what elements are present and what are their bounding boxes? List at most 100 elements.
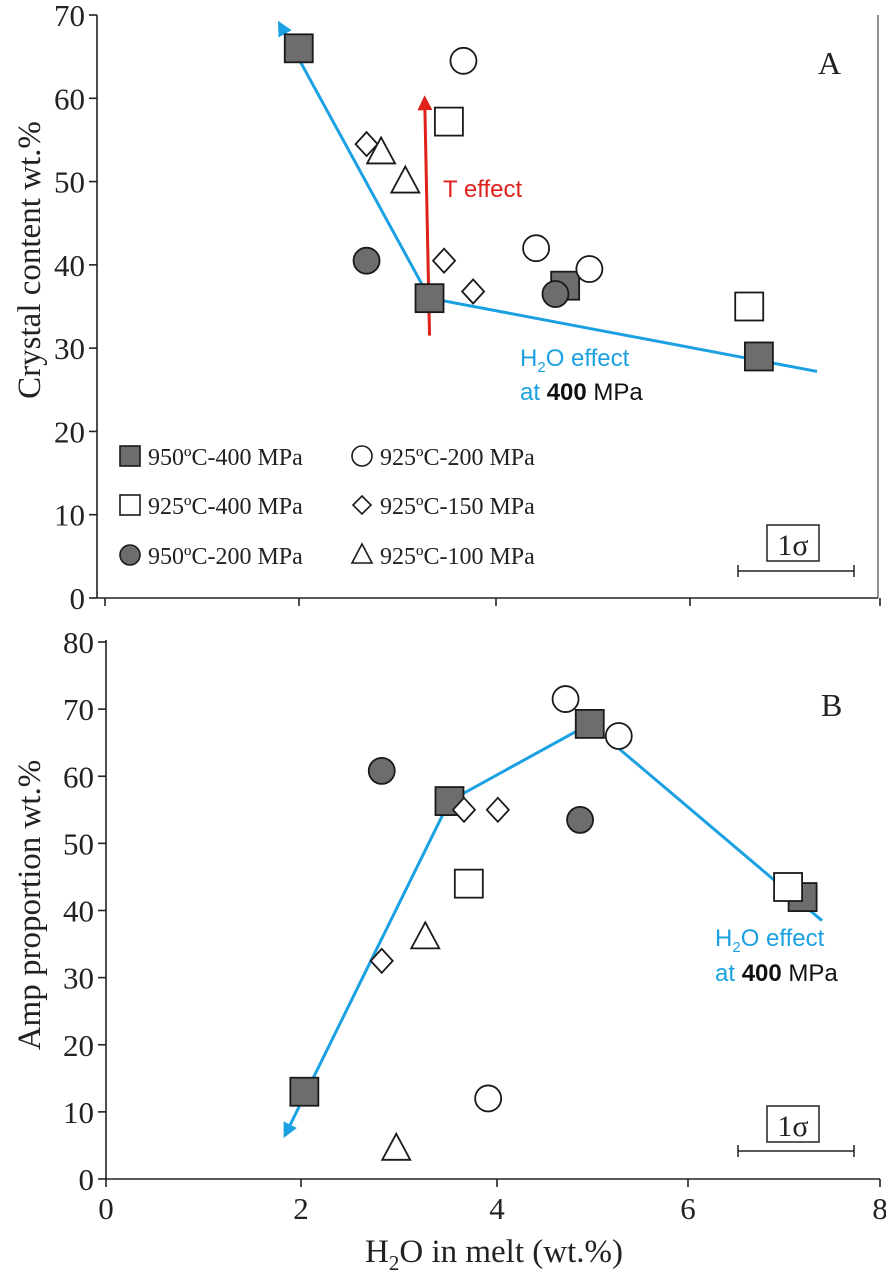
panel-b-label: B	[821, 687, 842, 723]
legend-marker-circle-filled	[119, 544, 141, 566]
panel-a-trend-arrow	[277, 20, 292, 38]
panel-a-x-ticks	[104, 598, 881, 606]
panel-a-h2o-label-rest: O effect	[546, 345, 630, 372]
panel-a-label: A	[818, 45, 841, 81]
y-tick-label: 60	[54, 81, 85, 116]
data-point-diamond-open	[354, 130, 379, 158]
legend-label: 950ºC-400 MPa	[148, 445, 303, 471]
data-point-circle-filled	[566, 805, 594, 834]
legend-label: 925ºC-100 MPa	[380, 544, 535, 570]
x-tick-label: 4	[489, 1191, 505, 1226]
panel-a-sigma-box	[766, 524, 820, 562]
y-tick-label: 80	[63, 625, 94, 660]
x-tick-label: 0	[98, 1191, 114, 1226]
panel-a-y-axis-label: Crystal content wt.%	[12, 121, 48, 399]
panel-b-xlabel-rest: O in melt (wt.%)	[399, 1234, 623, 1270]
data-point-circle-open	[551, 685, 580, 713]
panel-b-sigma-box	[766, 1105, 820, 1143]
legend-marker-square-open	[119, 494, 141, 516]
data-point-triangle-open	[409, 920, 441, 950]
legend-entry: 925ºC-150 MPa	[351, 494, 535, 520]
panel-b-h2o-label-sub: 2	[732, 939, 740, 956]
panel-a-pressure-unit: MPa	[587, 379, 644, 406]
panel-a-gridless-axes	[96, 15, 879, 599]
data-point-square-filled	[283, 33, 314, 64]
legend-label: 950ºC-200 MPa	[148, 544, 303, 570]
panel-a: 0 10 20 30 40 50 60 70 Crystal content wt.% A T…	[12, 0, 881, 616]
x-tick-label: 6	[680, 1191, 696, 1226]
panel-a-y-ticks: 0 10 20 30 40 50 60 70	[54, 0, 97, 616]
legend-marker-square-filled	[119, 445, 141, 467]
panel-b-x-axis-label: H2O in melt (wt.%)	[365, 1234, 623, 1275]
data-point-diamond-open	[451, 796, 477, 824]
panel-b-h2o-trend-line	[283, 722, 823, 1137]
y-tick-label: 70	[63, 692, 94, 727]
data-point-square-open	[773, 872, 803, 902]
data-point-triangle-open	[365, 135, 397, 165]
y-tick-label: 50	[54, 165, 85, 200]
data-point-circle-open	[522, 234, 550, 263]
panel-a-pressure-value: 400	[547, 379, 587, 406]
legend-label: 925ºC-400 MPa	[148, 494, 303, 520]
panel-b-trend-arrow	[283, 1121, 298, 1139]
panel-a-pressure-label: at 400 MPa	[520, 379, 643, 406]
panel-a-sigma-label: 1σ	[777, 529, 808, 562]
y-tick-label: 10	[63, 1095, 94, 1130]
data-point-triangle-open	[389, 164, 421, 194]
x-tick-label: 8	[872, 1191, 886, 1226]
y-tick-label: 20	[54, 414, 85, 449]
data-point-circle-open	[449, 46, 478, 75]
data-point-square-filled	[289, 1076, 320, 1107]
panel-a-data-points	[283, 33, 774, 372]
x-tick-label: 2	[293, 1191, 309, 1226]
panel-b-xlabel-sub: 2	[389, 1251, 400, 1275]
data-point-square-open	[734, 291, 765, 322]
legend-label: 925ºC-200 MPa	[380, 445, 535, 471]
legend-label: 925ºC-150 MPa	[380, 494, 535, 520]
panel-b-pressure-value: 400	[742, 960, 782, 987]
data-point-diamond-open	[431, 247, 457, 275]
legend-entry: 950ºC-200 MPa	[119, 544, 303, 570]
panel-b-h2o-label-h: H	[715, 925, 732, 952]
panel-a-h2o-effect-label: H2O effect	[520, 345, 630, 376]
legend-entry: 925ºC-100 MPa	[350, 542, 535, 570]
data-point-square-filled	[414, 283, 445, 314]
data-point-circle-filled	[352, 246, 381, 275]
panel-b-xlabel-h: H	[365, 1234, 389, 1270]
y-tick-label: 50	[63, 826, 94, 861]
data-point-diamond-open	[485, 796, 511, 824]
y-tick-label: 60	[63, 759, 94, 794]
panel-b-sigma-scale: 1σ	[737, 1105, 855, 1157]
panel-b-pressure-unit: MPa	[782, 960, 839, 987]
data-point-triangle-open	[380, 1131, 412, 1161]
panel-b-pressure-at: at	[715, 960, 742, 987]
data-point-square-open	[434, 106, 464, 137]
y-tick-label: 10	[54, 498, 85, 533]
panel-a-legend: 950ºC-400 MPa 925ºC-200 MPa 925ºC-400 MPa 9…	[119, 445, 535, 570]
legend-marker-circle-open	[351, 445, 373, 467]
data-point-circle-filled	[541, 280, 570, 308]
y-tick-label: 40	[63, 894, 94, 929]
panel-a-sigma-scale: 1σ	[737, 524, 855, 577]
legend-entry: 925ºC-400 MPa	[119, 494, 303, 520]
y-tick-label: 70	[54, 0, 85, 33]
data-point-circle-filled	[367, 756, 396, 785]
data-point-diamond-open	[369, 947, 394, 975]
data-point-circle-open	[604, 722, 633, 750]
panel-b-sigma-label: 1σ	[777, 1110, 808, 1143]
panel-a-h2o-label-h: H	[520, 345, 537, 372]
legend-marker-diamond-open	[351, 494, 373, 516]
panel-b: 0 10 20 30 40 50 60 70 80 0 2 4 6 8 Amp proportion w…	[12, 625, 886, 1275]
legend-entry: 950ºC-400 MPa	[119, 445, 303, 471]
data-point-circle-open	[575, 255, 604, 283]
legend-entry: 925ºC-200 MPa	[351, 445, 535, 471]
y-tick-label: 30	[63, 961, 94, 996]
y-tick-label: 0	[70, 581, 86, 616]
panel-b-y-ticks: 0 10 20 30 40 50 60 70 80	[63, 625, 106, 1197]
panel-b-h2o-effect-label: H2O effect	[715, 925, 825, 956]
y-tick-label: 30	[54, 331, 85, 366]
data-point-circle-open	[474, 1084, 503, 1113]
y-tick-label: 40	[54, 248, 85, 283]
panel-a-h2o-label-sub: 2	[537, 359, 545, 376]
